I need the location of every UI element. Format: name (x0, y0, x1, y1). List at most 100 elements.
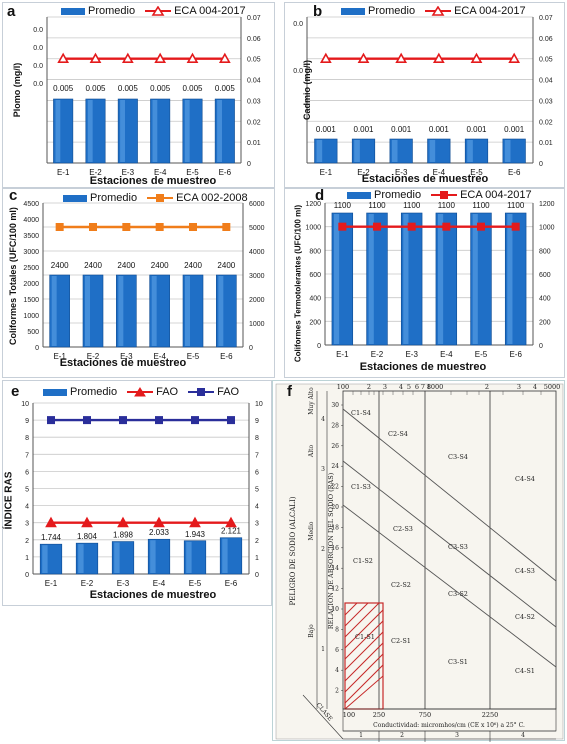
right-tick-label: 0 (247, 161, 251, 168)
legend-e: Promedio FAO FAO (43, 386, 249, 398)
line-marker (89, 223, 97, 231)
diagram-paper (275, 383, 564, 740)
data-label: 1100 (507, 201, 525, 210)
data-label: 2400 (117, 261, 135, 270)
data-label: 0.005 (53, 84, 74, 93)
x-tick-label: E-1 (320, 168, 333, 177)
right-tick-label: 0.02 (247, 119, 261, 126)
left-tick-label: 1000 (23, 313, 39, 320)
panel-a-label: a (7, 3, 16, 20)
data-label: 0.005 (215, 84, 236, 93)
data-label: 0.001 (353, 125, 374, 134)
ras-tick-label: 28 (331, 422, 339, 429)
left-tick-label: 3000 (23, 249, 39, 256)
bar-highlight (185, 276, 190, 346)
x-tick-label: E-6 (219, 168, 232, 177)
panel-a: 0 0.01 0.02 0.03 0.04 0.05 0.06 0.07 0.0 0.0 0.0 0.… (2, 2, 275, 188)
bar-highlight (114, 542, 120, 573)
y-axis-title: Coliformes Totales (UFC/100 ml) (8, 207, 18, 345)
data-label: 2400 (184, 261, 202, 270)
data-label: 0.001 (391, 125, 412, 134)
right-tick-label: 6000 (249, 201, 265, 208)
right-tick-label: 2 (255, 538, 259, 545)
right-tick-label: 1200 (539, 201, 555, 208)
hatch-line (344, 642, 384, 682)
right-tick-label: 10 (255, 401, 263, 408)
right-tick-label: 0.07 (539, 15, 553, 22)
panel-f-label: f (287, 383, 292, 400)
left-tick-label: 4500 (23, 201, 39, 208)
left-tick-label: 4000 (23, 217, 39, 224)
left-tick-label: 6 (25, 469, 29, 476)
data-label: 2400 (84, 261, 102, 270)
x-axis-title: Estaciones de muestreo (361, 173, 489, 185)
right-tick-label: 2000 (249, 297, 265, 304)
data-label: 1.943 (185, 530, 206, 539)
chart-coliformes-termotolerantes: 0 200 400 600 800 1000 1200 0 200 400 600 800 1000 12… (305, 201, 555, 359)
legend-bar-swatch (347, 191, 371, 199)
hatch-line (344, 664, 384, 704)
sodium-boundary-line (342, 460, 557, 628)
line-marker (357, 52, 370, 64)
x-tick-label: E-5 (186, 168, 199, 177)
conductivity-tick-label: 100 (343, 711, 355, 719)
right-tick-label: 0 (249, 345, 253, 352)
panel-e: 0 1 2 3 4 5 6 7 8 9 10 0 1 2 3 4 5 6 7 8 9 10 1.744 E-1 1.804 E-2… (2, 380, 272, 606)
data-label: 2.033 (149, 528, 170, 537)
ras-tick-label: 26 (331, 443, 339, 450)
data-label: 0.001 (466, 125, 487, 134)
x-tick-label: E-5 (475, 350, 488, 359)
x-tick-label: E-3 (122, 168, 135, 177)
data-label: 0.005 (150, 84, 171, 93)
left-tick-label: 0 (317, 343, 321, 350)
left-tick-label: 3 (25, 521, 29, 528)
right-tick-label: 5000 (249, 225, 265, 232)
bar-highlight (55, 100, 61, 162)
salinity-level-label: Alto (449, 741, 463, 742)
line-marker (218, 52, 231, 64)
left-tick-label: 1 (25, 555, 29, 562)
x-tick-label: E-4 (153, 579, 166, 588)
hatch-line (344, 602, 380, 638)
left-tick-label: 1500 (23, 297, 39, 304)
line-marker (442, 222, 451, 231)
bar-highlight (333, 214, 340, 344)
bar-highlight (368, 214, 374, 344)
sodium-boundary-line (342, 408, 557, 582)
right-tick-label: 600 (539, 272, 551, 279)
legend-d: Promedio ECA 004-2017 (347, 189, 542, 201)
sodium-level-label: Bajo (308, 624, 315, 638)
line-marker (189, 516, 201, 528)
line-marker (121, 52, 134, 64)
clase-divider (302, 694, 344, 740)
right-tick-label: 0.01 (539, 140, 553, 147)
sodium-class-number: 1 (321, 646, 325, 653)
data-label: 2400 (51, 261, 69, 270)
bar-highlight (78, 544, 84, 573)
x-tick-label: E-2 (87, 352, 100, 361)
right-tick-label: 0 (539, 161, 543, 168)
left-tick-label: 10 (21, 401, 29, 408)
legend-bar-swatch (43, 388, 67, 396)
hatch-line (344, 609, 384, 649)
line-marker (338, 222, 347, 231)
right-tick-label: 0.04 (539, 78, 553, 85)
bar-highlight (429, 140, 436, 162)
legend-label: FAO (156, 386, 179, 398)
left-tick-label: 1000 (305, 225, 321, 232)
class-cell-label: C3-S1 (448, 658, 468, 666)
right-tick-label: 0.03 (539, 98, 553, 105)
right-tick-label: 0.07 (247, 15, 261, 22)
left-tick-label: 8 (25, 435, 29, 442)
x-tick-label: E-5 (189, 579, 202, 588)
data-label: 1.804 (77, 532, 98, 541)
line-marker (222, 223, 231, 231)
panel-d-label: d (315, 187, 325, 204)
right-tick-label: 3 (255, 521, 259, 528)
data-label: 0.005 (182, 84, 203, 93)
right-tick-label: 0.05 (539, 57, 553, 64)
right-tick-label: 0 (539, 343, 543, 350)
ras-tick-label: 10 (331, 606, 339, 613)
data-label: 1100 (334, 201, 352, 210)
sodium-class-number: 3 (321, 466, 325, 473)
